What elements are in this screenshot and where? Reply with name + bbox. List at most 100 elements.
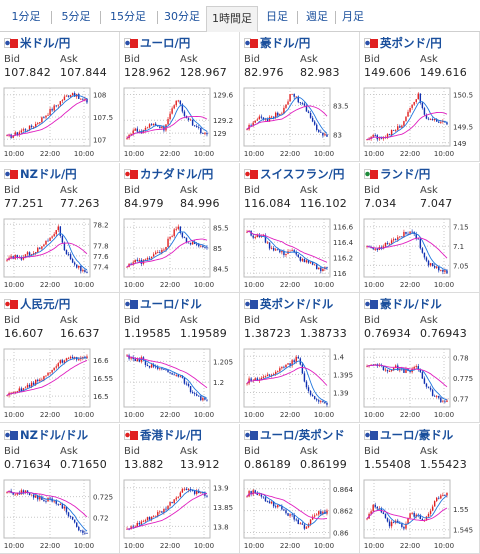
- candle-body: [28, 125, 31, 131]
- pair-cell[interactable]: 英ポンド/ドル Bid Ask 1.38723 1.38733 1.4 1.395 1.39 1…: [240, 293, 360, 423]
- tab-3[interactable]: 30分足: [164, 10, 200, 23]
- candle-body: [71, 93, 74, 96]
- ma-slow-line: [246, 105, 328, 130]
- pair-name[interactable]: ユーロ/ドル: [140, 297, 202, 311]
- pair-name[interactable]: 豪ドル/ドル: [380, 297, 442, 311]
- price-chart[interactable]: 83.5 83 10:00 22:00 10:00: [242, 84, 358, 159]
- candle-body: [138, 259, 141, 261]
- pair-name[interactable]: 英ポンド/円: [380, 36, 442, 50]
- tab-0[interactable]: 1分足: [11, 10, 41, 23]
- candle-body: [20, 130, 23, 133]
- tab-4[interactable]: 1時間足: [206, 6, 258, 32]
- tab-7[interactable]: 月足: [342, 10, 364, 23]
- price-chart[interactable]: 116.6 116.4 116.2 116 10:00 22:00 10:00: [242, 215, 358, 290]
- pair-title[interactable]: ユーロ/ドル: [124, 295, 202, 313]
- candle-body: [270, 116, 273, 118]
- pair-cell[interactable]: ユーロ/円 Bid Ask 128.962 128.967 129.6 129.2 129 10…: [120, 32, 240, 162]
- pair-name[interactable]: ランド/円: [380, 166, 431, 181]
- pair-title[interactable]: ユーロ/豪ドル: [364, 426, 453, 444]
- candle-body: [285, 104, 287, 108]
- candle-body: [397, 126, 399, 130]
- pair-title[interactable]: 米ドル/円: [4, 34, 70, 52]
- pair-cell[interactable]: 豪ドル/円 Bid Ask 82.976 82.983 83.5 83 10:00 22:00 1…: [240, 32, 360, 162]
- pair-name[interactable]: 英ポンド/ドル: [260, 297, 334, 311]
- price-chart[interactable]: 1.205 1.2 10:00 22:00 10:00: [122, 345, 238, 420]
- price-chart[interactable]: 129.6 129.2 129 10:00 22:00 10:00: [122, 84, 238, 159]
- pair-name[interactable]: 人民元/円: [20, 297, 71, 311]
- x-tick-label: 10:00: [194, 542, 214, 550]
- pair-title[interactable]: NZドル/円: [4, 165, 77, 183]
- pair-name[interactable]: カナダドル/円: [140, 166, 214, 181]
- candle-body: [22, 489, 25, 493]
- pair-name[interactable]: 米ドル/円: [20, 36, 71, 50]
- price-chart[interactable]: 1.4 1.395 1.39 10:00 22:00 10:00: [242, 345, 358, 420]
- pair-cell[interactable]: 人民元/円 Bid Ask 16.607 16.637 16.6 16.55 16.5 10:0…: [0, 293, 120, 423]
- price-chart[interactable]: 13.9 13.85 13.8 10:00 22:00 10:00: [122, 476, 238, 551]
- tab-2[interactable]: 15分足: [110, 10, 146, 23]
- pair-title[interactable]: 英ポンド/ドル: [244, 295, 333, 313]
- price-chart[interactable]: 7.15 7.1 7.05 10:00 22:00 10:00: [362, 215, 478, 290]
- candle-body: [442, 269, 444, 272]
- x-tick-label: 10:00: [4, 542, 24, 550]
- candle-body: [161, 126, 163, 129]
- pair-name[interactable]: 香港ドル/円: [140, 427, 202, 442]
- pair-cell[interactable]: ユーロ/英ポンド Bid Ask 0.86189 0.86199 0.864 0.862 0.…: [240, 423, 360, 554]
- pair-cell[interactable]: 米ドル/円 Bid Ask 107.842 107.844 108 107.5 107 10:0…: [0, 32, 120, 162]
- pair-name[interactable]: NZドル/ドル: [20, 427, 89, 442]
- candle-body: [311, 394, 314, 397]
- pair-cell[interactable]: NZドル/円 Bid Ask 77.251 77.263 78.2 77.8 77.6 77.4…: [0, 162, 120, 293]
- price-chart[interactable]: 85.5 85 84.5 10:00 22:00 10:00: [122, 215, 238, 290]
- pair-cell[interactable]: ユーロ/ドル Bid Ask 1.19585 1.19589 1.205 1.2 10:00 2…: [120, 293, 240, 423]
- pair-name[interactable]: スイスフラン/円: [260, 166, 345, 181]
- candle-body: [262, 376, 265, 378]
- price-chart[interactable]: 108 107.5 107 10:00 22:00 10:00: [2, 84, 118, 159]
- candle-body: [152, 515, 155, 517]
- pair-title[interactable]: NZドル/ドル: [4, 426, 88, 444]
- pair-name[interactable]: NZドル/円: [20, 166, 77, 181]
- pair-name[interactable]: ユーロ/豪ドル: [380, 427, 454, 442]
- pair-title[interactable]: スイスフラン/円: [244, 165, 344, 183]
- candle-body: [305, 105, 308, 112]
- candle-body: [293, 514, 295, 520]
- x-tick-label: 10:00: [434, 411, 454, 419]
- x-tick-label: 10:00: [314, 281, 334, 289]
- tab-5[interactable]: 日足: [266, 10, 288, 23]
- price-chart[interactable]: 0.864 0.862 0.86 10:00 22:00 10:00: [242, 476, 358, 551]
- pair-title[interactable]: ユーロ/円: [124, 34, 190, 52]
- price-chart[interactable]: 16.6 16.55 16.5 10:00 22:00 10:00: [2, 345, 118, 420]
- pair-name[interactable]: ユーロ/円: [140, 36, 191, 50]
- candle-body: [250, 378, 252, 381]
- pair-cell[interactable]: NZドル/ドル Bid Ask 0.71634 0.71650 0.725 0.72 10:0…: [0, 423, 120, 554]
- pair-title[interactable]: 香港ドル/円: [124, 426, 202, 444]
- pair-title[interactable]: 人民元/円: [4, 295, 70, 313]
- pair-title[interactable]: 豪ドル/円: [244, 34, 310, 52]
- price-chart[interactable]: 150.5 149.5 149 10:00 22:00 10:00: [362, 84, 478, 159]
- pair-cell[interactable]: 英ポンド/円 Bid Ask 149.606 149.616 150.5 149.5 149 1…: [360, 32, 480, 162]
- pair-title[interactable]: 英ポンド/円: [364, 34, 442, 52]
- price-chart[interactable]: 1.55 1.545 10:00 22:00 10:00: [362, 476, 478, 551]
- candle-body: [436, 395, 438, 397]
- price-chart[interactable]: 78.2 77.8 77.6 77.4 10:00 22:00 10:00: [2, 215, 118, 290]
- tab-1[interactable]: 5分足: [61, 10, 91, 23]
- pair-name[interactable]: 豪ドル/円: [260, 36, 311, 50]
- flag-icon: [244, 168, 258, 179]
- pair-cell[interactable]: カナダドル/円 Bid Ask 84.979 84.996 85.5 85 84.5 10:00…: [120, 162, 240, 293]
- price-chart[interactable]: 0.78 0.775 0.77 10:00 22:00 10:00: [362, 345, 478, 420]
- candle-body: [185, 237, 188, 243]
- pair-cell[interactable]: 香港ドル/円 Bid Ask 13.882 13.912 13.9 13.85 13.8 10:…: [120, 423, 240, 554]
- pair-name[interactable]: ユーロ/英ポンド: [260, 427, 345, 442]
- tab-6[interactable]: 週足: [306, 10, 328, 23]
- pair-title[interactable]: カナダドル/円: [124, 165, 213, 183]
- candle-body: [283, 250, 285, 255]
- price-chart[interactable]: 0.725 0.72 10:00 22:00 10:00: [2, 476, 118, 551]
- pair-title[interactable]: ランド/円: [364, 165, 430, 183]
- candle-body: [289, 363, 291, 366]
- pair-cell[interactable]: 豪ドル/ドル Bid Ask 0.76934 0.76943 0.78 0.775 0.77 1…: [360, 293, 480, 423]
- pair-title[interactable]: 豪ドル/ドル: [364, 295, 442, 313]
- pair-cell[interactable]: ユーロ/豪ドル Bid Ask 1.55408 1.55423 1.55 1.545 10:0…: [360, 423, 480, 554]
- candle-body: [132, 357, 134, 359]
- pair-title[interactable]: ユーロ/英ポンド: [244, 426, 345, 444]
- pair-cell[interactable]: スイスフラン/円 Bid Ask 116.084 116.102 116.6 116.4 11…: [240, 162, 360, 293]
- y-tick-label: 107: [93, 136, 106, 144]
- pair-cell[interactable]: ランド/円 Bid Ask 7.034 7.047 7.15 7.1 7.05 10:00 22:…: [360, 162, 480, 293]
